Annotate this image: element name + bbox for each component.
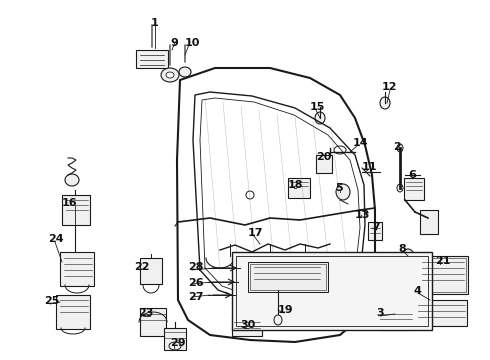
- Bar: [62, 195, 90, 225]
- Text: 11: 11: [362, 162, 377, 172]
- Ellipse shape: [274, 315, 282, 325]
- Text: 12: 12: [382, 82, 397, 92]
- Ellipse shape: [397, 184, 403, 192]
- Ellipse shape: [179, 67, 191, 77]
- Bar: [140, 308, 166, 336]
- Ellipse shape: [161, 68, 179, 82]
- Bar: [136, 50, 168, 68]
- Bar: [56, 295, 90, 329]
- Bar: [250, 264, 326, 290]
- Bar: [164, 328, 186, 350]
- Text: 15: 15: [310, 102, 325, 112]
- Text: 16: 16: [62, 198, 77, 208]
- Bar: [232, 318, 262, 336]
- Text: 4: 4: [413, 286, 421, 296]
- Ellipse shape: [65, 174, 79, 186]
- Bar: [248, 262, 328, 292]
- Text: 19: 19: [278, 305, 294, 315]
- Text: 1: 1: [151, 18, 159, 28]
- Bar: [420, 258, 466, 292]
- Bar: [378, 310, 414, 330]
- Ellipse shape: [315, 112, 325, 124]
- Text: 26: 26: [188, 278, 204, 288]
- Bar: [415, 300, 467, 326]
- Text: 17: 17: [248, 228, 264, 238]
- Text: 6: 6: [408, 170, 416, 180]
- Text: 22: 22: [134, 262, 149, 272]
- Text: 5: 5: [335, 183, 343, 193]
- Text: 25: 25: [44, 296, 59, 306]
- Text: 7: 7: [372, 222, 380, 232]
- Text: 27: 27: [188, 292, 203, 302]
- Text: 29: 29: [170, 338, 186, 348]
- Text: 23: 23: [138, 308, 153, 318]
- Ellipse shape: [169, 342, 181, 350]
- Bar: [236, 256, 428, 326]
- Bar: [316, 155, 332, 173]
- Text: 14: 14: [353, 138, 368, 148]
- Text: 3: 3: [376, 308, 384, 318]
- Text: 9: 9: [170, 38, 178, 48]
- Text: 30: 30: [240, 320, 255, 330]
- Text: 10: 10: [185, 38, 200, 48]
- Ellipse shape: [336, 184, 350, 200]
- Ellipse shape: [402, 249, 414, 263]
- Text: 8: 8: [398, 244, 406, 254]
- Text: 20: 20: [316, 152, 331, 162]
- Bar: [232, 252, 432, 330]
- Text: 24: 24: [48, 234, 64, 244]
- Ellipse shape: [166, 72, 174, 78]
- Text: 21: 21: [435, 256, 450, 266]
- Bar: [404, 178, 424, 200]
- Text: 2: 2: [393, 142, 401, 152]
- Ellipse shape: [397, 144, 403, 152]
- Bar: [140, 258, 162, 284]
- Text: 13: 13: [355, 210, 370, 220]
- Bar: [368, 222, 382, 240]
- Ellipse shape: [380, 97, 390, 109]
- Bar: [418, 256, 468, 294]
- Bar: [420, 210, 438, 234]
- Bar: [288, 178, 310, 198]
- Text: 28: 28: [188, 262, 203, 272]
- Text: 18: 18: [288, 180, 303, 190]
- Bar: [60, 252, 94, 286]
